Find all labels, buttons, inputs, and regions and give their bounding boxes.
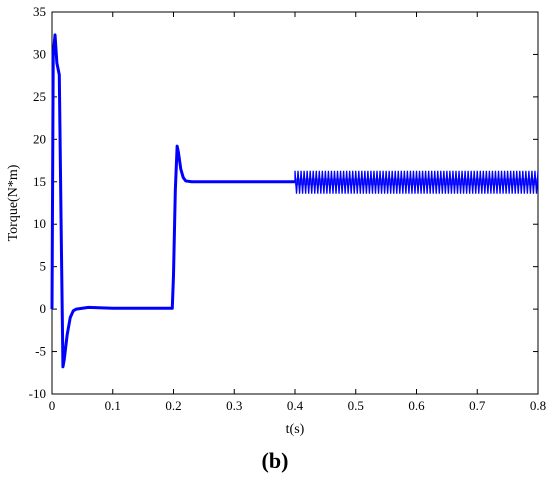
plot-frame [51,11,539,395]
panel-label: (b) [0,448,550,474]
y-tick-label: -10 [29,386,46,401]
axis-ticks: 0 0.1 0.2 0.3 0.4 0.5 0.6 0.7 0.8 -10 -5 0 5 10 15 20 25… [29,4,546,413]
y-tick-label: 5 [40,259,47,274]
x-tick-label: 0.4 [287,398,304,413]
x-tick-label: 0 [49,398,56,413]
x-tick-label: 0.2 [165,398,181,413]
x-tick-label: 0.8 [530,398,546,413]
y-axis-label: Torque(N*m) [6,164,21,241]
y-tick-label: 10 [33,216,46,231]
y-tick-label: 35 [33,4,46,19]
x-tick-label: 0.3 [226,398,242,413]
x-tick-label: 0.6 [408,398,425,413]
x-tick-label: 0.5 [348,398,364,413]
torque-line-transient [50,33,295,369]
x-axis-label: t(s) [286,422,305,437]
x-tick-label: 0.7 [469,398,486,413]
y-tick-label: 20 [33,131,46,146]
x-tick-label: 0.1 [105,398,121,413]
y-tick-label: -5 [35,344,46,359]
oscillation-band [295,178,538,186]
y-tick-label: 30 [33,46,46,61]
panel-label-text: (b) [261,448,289,473]
torque-line-oscillation [294,170,539,194]
y-tick-label: 15 [33,174,46,189]
y-tick-label: 25 [33,89,46,104]
y-tick-label: 0 [40,301,47,316]
